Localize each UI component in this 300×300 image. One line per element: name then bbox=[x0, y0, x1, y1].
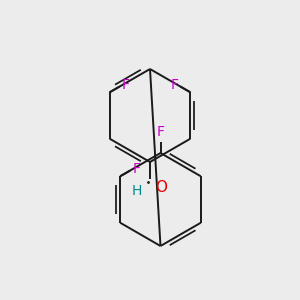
Text: O: O bbox=[155, 180, 167, 195]
Text: F: F bbox=[170, 78, 178, 92]
Text: F: F bbox=[122, 78, 130, 92]
Text: F: F bbox=[132, 162, 140, 176]
Text: F: F bbox=[157, 125, 164, 139]
Text: H: H bbox=[132, 184, 142, 198]
